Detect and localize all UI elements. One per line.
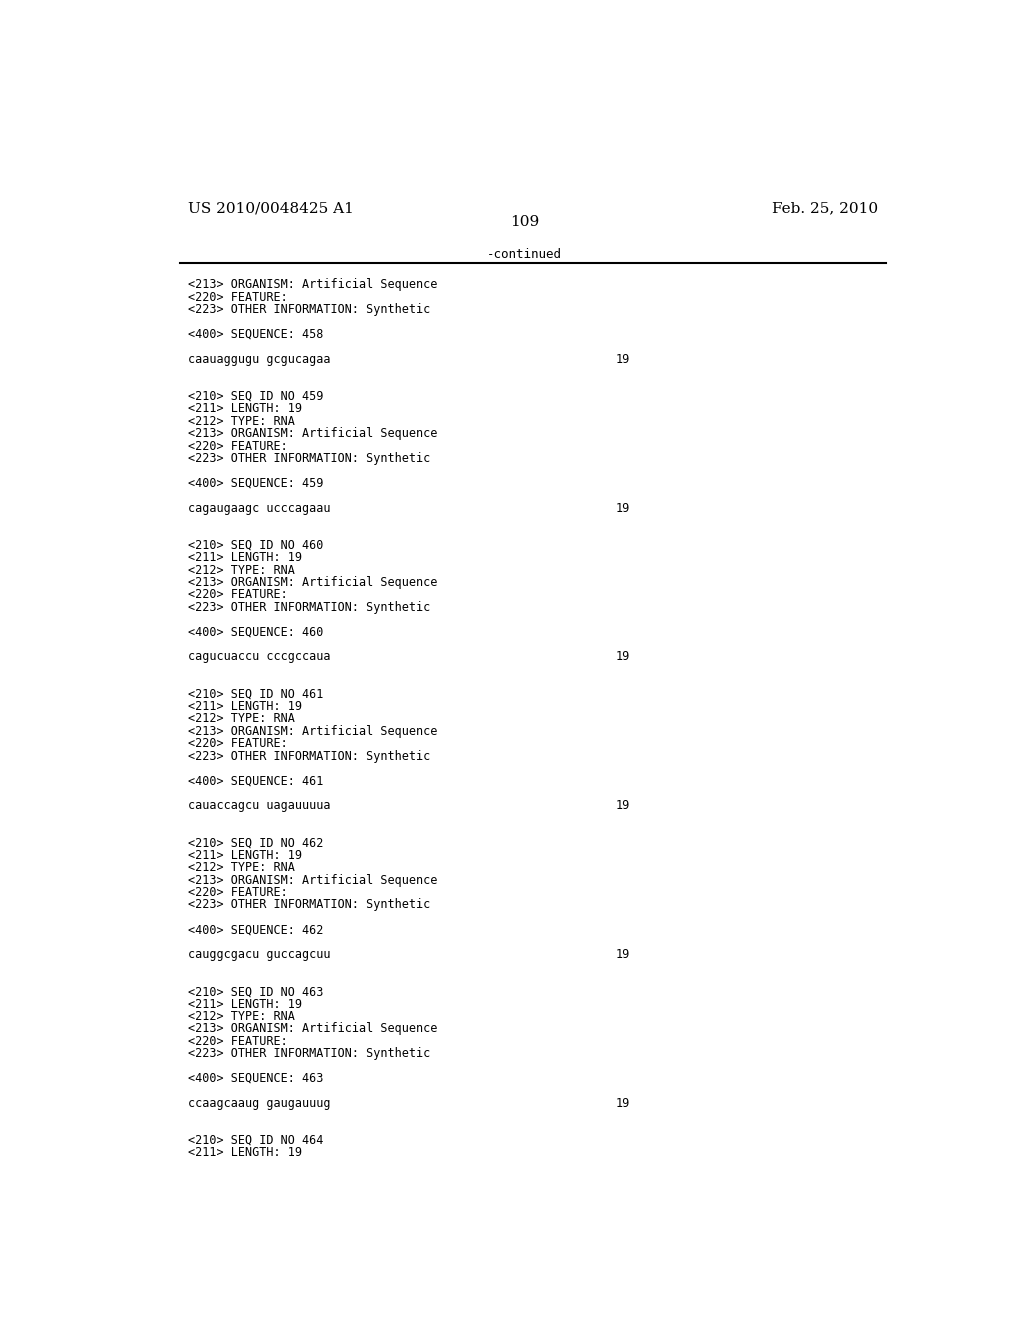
Text: <212> TYPE: RNA: <212> TYPE: RNA — [187, 1010, 294, 1023]
Text: 19: 19 — [616, 799, 631, 812]
Text: <213> ORGANISM: Artificial Sequence: <213> ORGANISM: Artificial Sequence — [187, 1023, 437, 1035]
Text: <212> TYPE: RNA: <212> TYPE: RNA — [187, 414, 294, 428]
Text: cauaccagcu uagauuuua: cauaccagcu uagauuuua — [187, 799, 330, 812]
Text: <211> LENGTH: 19: <211> LENGTH: 19 — [187, 403, 301, 416]
Text: <400> SEQUENCE: 461: <400> SEQUENCE: 461 — [187, 775, 323, 787]
Text: <211> LENGTH: 19: <211> LENGTH: 19 — [187, 1146, 301, 1159]
Text: <223> OTHER INFORMATION: Synthetic: <223> OTHER INFORMATION: Synthetic — [187, 451, 430, 465]
Text: <210> SEQ ID NO 462: <210> SEQ ID NO 462 — [187, 837, 323, 849]
Text: <223> OTHER INFORMATION: Synthetic: <223> OTHER INFORMATION: Synthetic — [187, 899, 430, 911]
Text: <213> ORGANISM: Artificial Sequence: <213> ORGANISM: Artificial Sequence — [187, 874, 437, 887]
Text: caauaggugu gcgucagaa: caauaggugu gcgucagaa — [187, 352, 330, 366]
Text: <223> OTHER INFORMATION: Synthetic: <223> OTHER INFORMATION: Synthetic — [187, 304, 430, 315]
Text: <210> SEQ ID NO 464: <210> SEQ ID NO 464 — [187, 1134, 323, 1147]
Text: <210> SEQ ID NO 460: <210> SEQ ID NO 460 — [187, 539, 323, 552]
Text: <213> ORGANISM: Artificial Sequence: <213> ORGANISM: Artificial Sequence — [187, 725, 437, 738]
Text: <211> LENGTH: 19: <211> LENGTH: 19 — [187, 552, 301, 564]
Text: <213> ORGANISM: Artificial Sequence: <213> ORGANISM: Artificial Sequence — [187, 428, 437, 440]
Text: <223> OTHER INFORMATION: Synthetic: <223> OTHER INFORMATION: Synthetic — [187, 601, 430, 614]
Text: <210> SEQ ID NO 459: <210> SEQ ID NO 459 — [187, 389, 323, 403]
Text: <220> FEATURE:: <220> FEATURE: — [187, 886, 288, 899]
Text: <400> SEQUENCE: 458: <400> SEQUENCE: 458 — [187, 327, 323, 341]
Text: US 2010/0048425 A1: US 2010/0048425 A1 — [187, 201, 353, 215]
Text: <212> TYPE: RNA: <212> TYPE: RNA — [187, 713, 294, 725]
Text: 19: 19 — [616, 651, 631, 664]
Text: <211> LENGTH: 19: <211> LENGTH: 19 — [187, 998, 301, 1011]
Text: <223> OTHER INFORMATION: Synthetic: <223> OTHER INFORMATION: Synthetic — [187, 1047, 430, 1060]
Text: <220> FEATURE:: <220> FEATURE: — [187, 589, 288, 602]
Text: <220> FEATURE:: <220> FEATURE: — [187, 1035, 288, 1048]
Text: <223> OTHER INFORMATION: Synthetic: <223> OTHER INFORMATION: Synthetic — [187, 750, 430, 763]
Text: <211> LENGTH: 19: <211> LENGTH: 19 — [187, 700, 301, 713]
Text: <400> SEQUENCE: 459: <400> SEQUENCE: 459 — [187, 477, 323, 490]
Text: <400> SEQUENCE: 463: <400> SEQUENCE: 463 — [187, 1072, 323, 1085]
Text: 19: 19 — [616, 502, 631, 515]
Text: Feb. 25, 2010: Feb. 25, 2010 — [772, 201, 878, 215]
Text: <220> FEATURE:: <220> FEATURE: — [187, 290, 288, 304]
Text: <213> ORGANISM: Artificial Sequence: <213> ORGANISM: Artificial Sequence — [187, 576, 437, 589]
Text: <220> FEATURE:: <220> FEATURE: — [187, 440, 288, 453]
Text: <212> TYPE: RNA: <212> TYPE: RNA — [187, 861, 294, 874]
Text: cauggcgacu guccagcuu: cauggcgacu guccagcuu — [187, 948, 330, 961]
Text: -continued: -continued — [487, 248, 562, 261]
Text: ccaagcaaug gaugauuug: ccaagcaaug gaugauuug — [187, 1097, 330, 1110]
Text: <400> SEQUENCE: 460: <400> SEQUENCE: 460 — [187, 626, 323, 639]
Text: 19: 19 — [616, 352, 631, 366]
Text: <400> SEQUENCE: 462: <400> SEQUENCE: 462 — [187, 923, 323, 936]
Text: 19: 19 — [616, 948, 631, 961]
Text: <212> TYPE: RNA: <212> TYPE: RNA — [187, 564, 294, 577]
Text: <213> ORGANISM: Artificial Sequence: <213> ORGANISM: Artificial Sequence — [187, 279, 437, 292]
Text: 19: 19 — [616, 1097, 631, 1110]
Text: <211> LENGTH: 19: <211> LENGTH: 19 — [187, 849, 301, 862]
Text: <210> SEQ ID NO 461: <210> SEQ ID NO 461 — [187, 688, 323, 701]
Text: 109: 109 — [510, 215, 540, 230]
Text: <220> FEATURE:: <220> FEATURE: — [187, 737, 288, 750]
Text: cagucuaccu cccgccaua: cagucuaccu cccgccaua — [187, 651, 330, 664]
Text: <210> SEQ ID NO 463: <210> SEQ ID NO 463 — [187, 985, 323, 998]
Text: cagaugaagc ucccagaau: cagaugaagc ucccagaau — [187, 502, 330, 515]
